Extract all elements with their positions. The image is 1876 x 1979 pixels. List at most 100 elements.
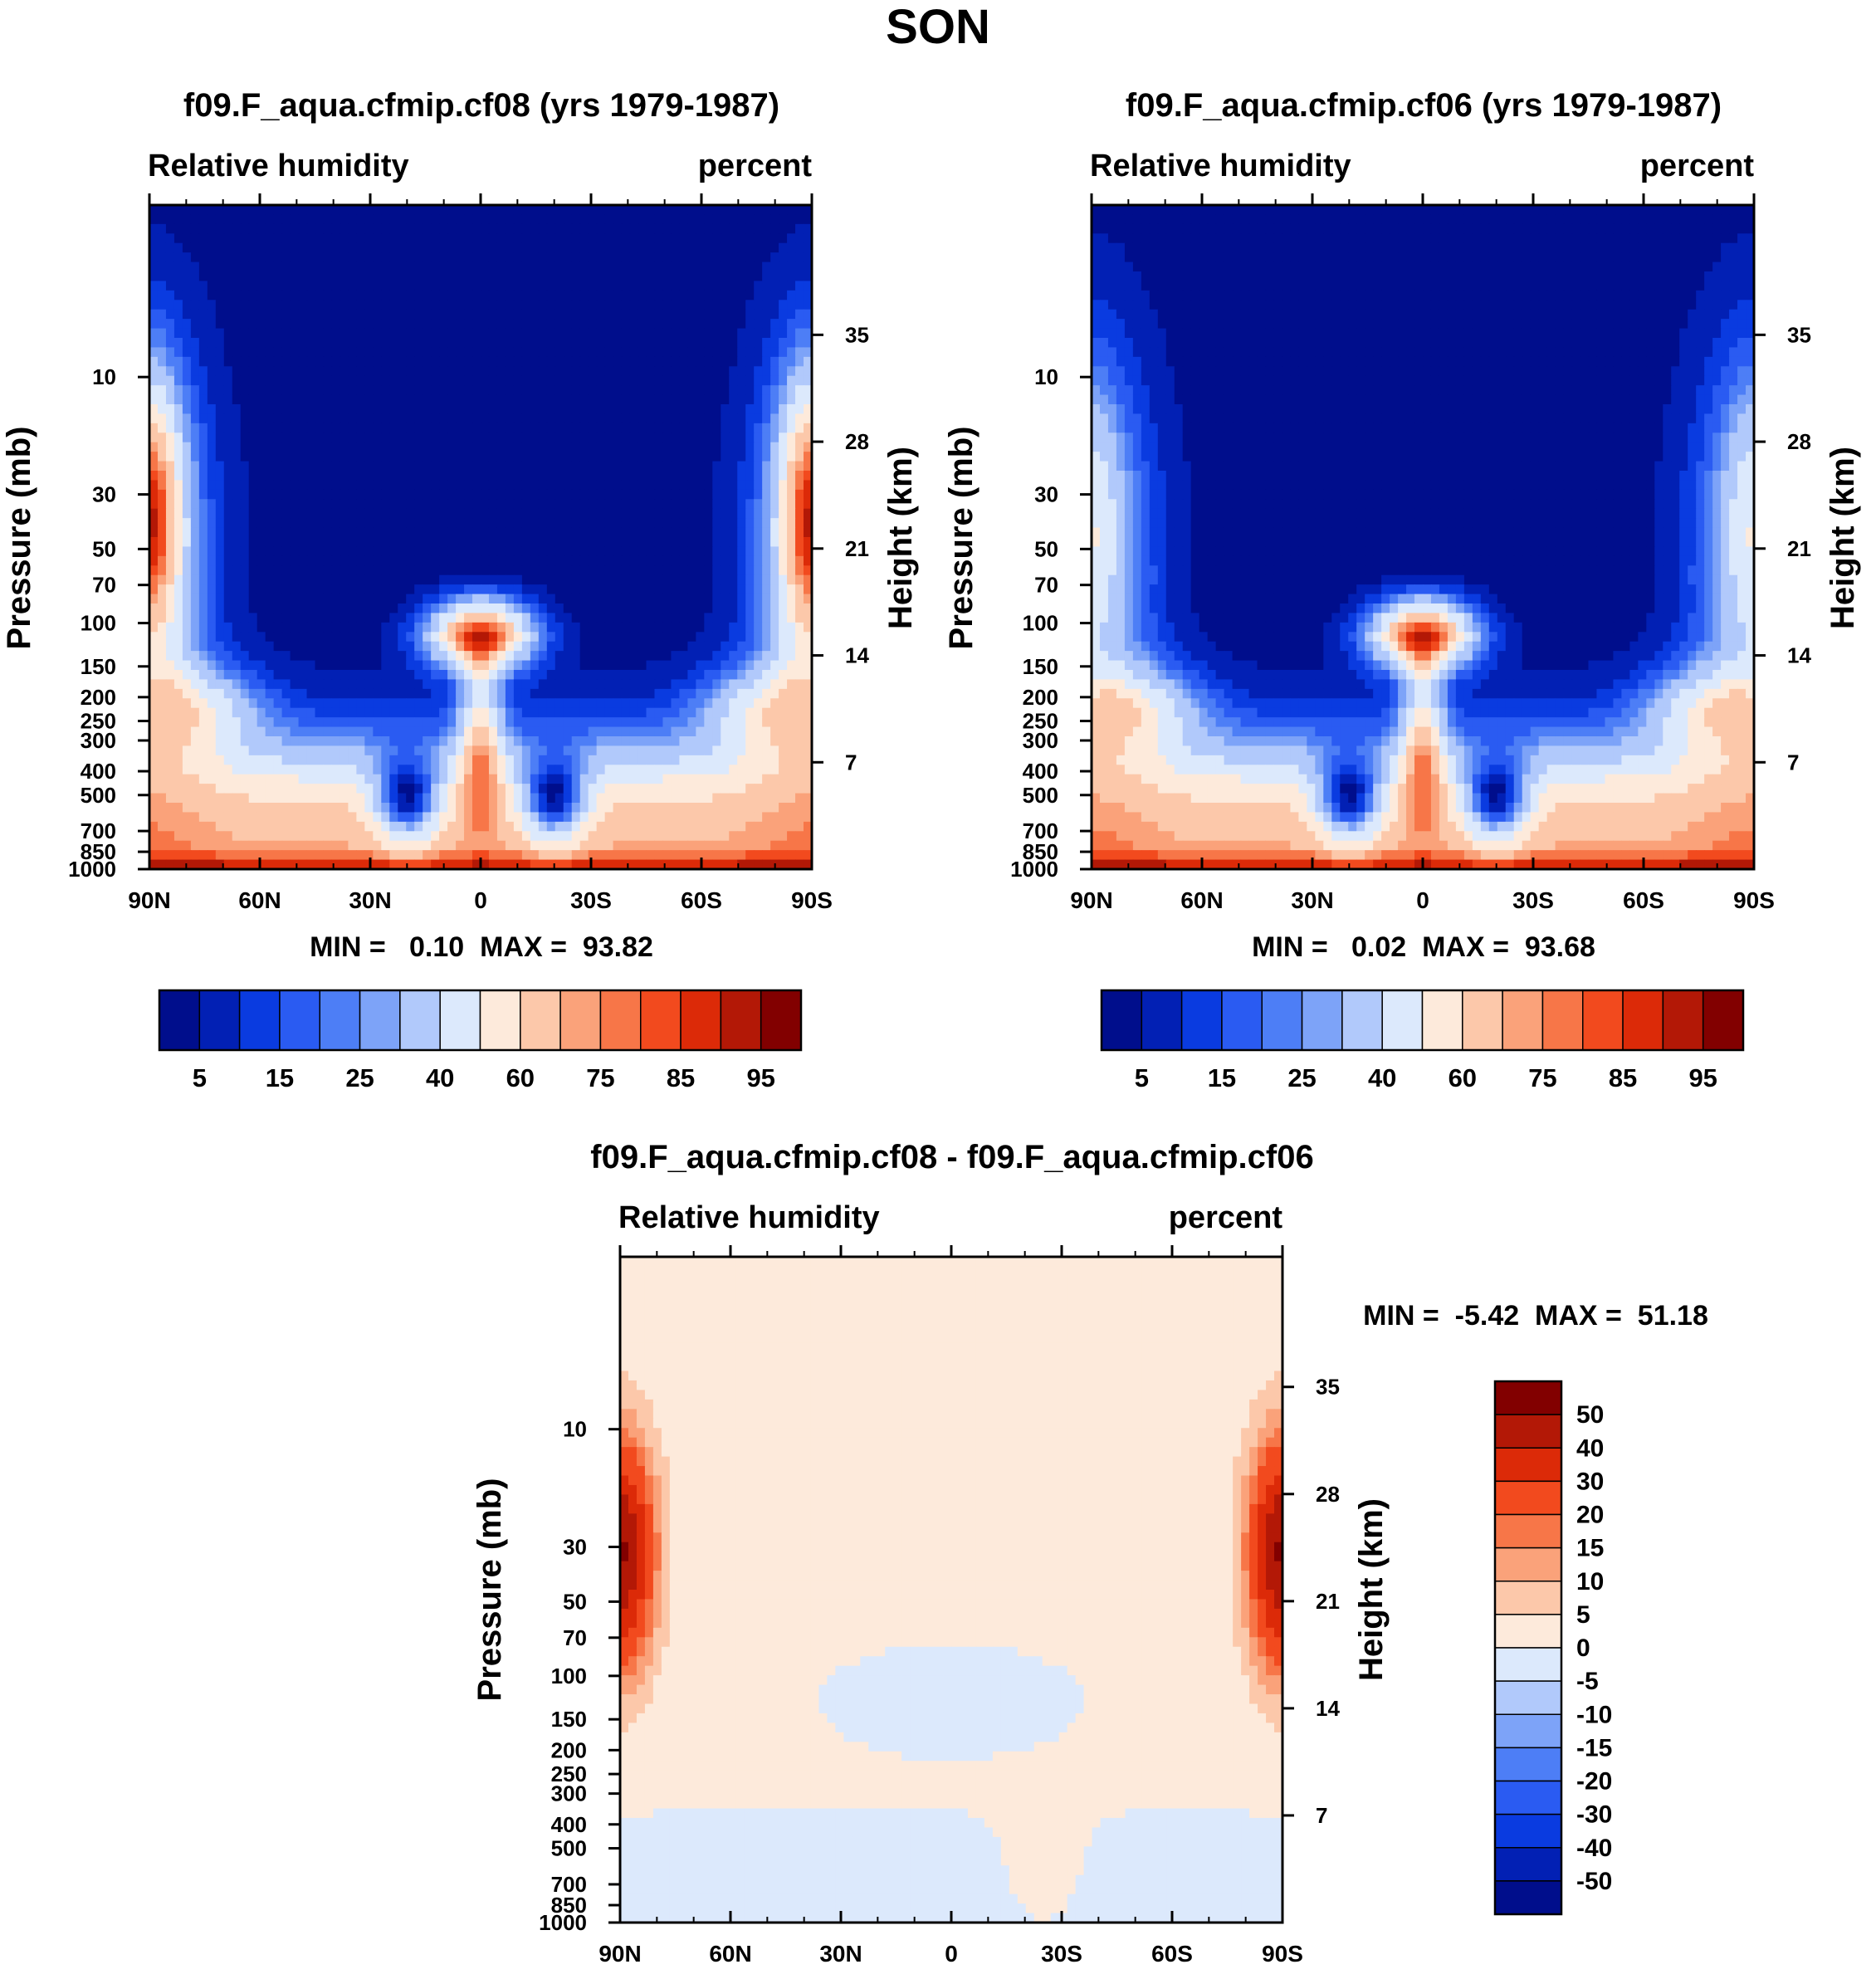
- heatmap-cell: [248, 565, 258, 576]
- heatmap-cell: [638, 385, 647, 396]
- heatmap-cell: [538, 205, 548, 216]
- heatmap-cell: [165, 765, 175, 775]
- heatmap-cell: [381, 471, 390, 481]
- heatmap-cell: [779, 641, 788, 652]
- heatmap-cell: [298, 613, 308, 623]
- heatmap-cell: [240, 546, 250, 557]
- heatmap-cell: [729, 774, 738, 784]
- heatmap-cell: [521, 404, 531, 415]
- heatmap-cell: [721, 271, 730, 282]
- heatmap-cell: [638, 281, 647, 291]
- heatmap-cell: [281, 688, 291, 699]
- heatmap-cell: [604, 413, 614, 424]
- heatmap-cell: [613, 242, 623, 253]
- heatmap-cell: [223, 309, 233, 320]
- heatmap-cell: [315, 214, 325, 225]
- heatmap-cell: [315, 793, 325, 804]
- heatmap-cell: [223, 233, 233, 244]
- heatmap-cell: [356, 546, 365, 557]
- heatmap-cell: [398, 594, 407, 604]
- heatmap-cell: [679, 385, 688, 396]
- heatmap-cell: [356, 471, 365, 481]
- heatmap-cell: [571, 432, 581, 443]
- heatmap-cell: [588, 319, 598, 330]
- heatmap-cell: [654, 546, 664, 557]
- heatmap-cell: [281, 527, 291, 538]
- heatmap-cell: [423, 271, 432, 282]
- heatmap-cell: [513, 375, 523, 386]
- heatmap-cell: [340, 641, 349, 652]
- heatmap-cell: [331, 328, 341, 339]
- heatmap-cell: [456, 688, 465, 699]
- heatmap-cell: [190, 309, 200, 320]
- heatmap-cell: [447, 594, 457, 604]
- heatmap-cell: [654, 404, 664, 415]
- heatmap-cell: [373, 214, 382, 225]
- heatmap-cell: [737, 717, 746, 728]
- heatmap-cell: [712, 413, 721, 424]
- heatmap-cell: [439, 281, 448, 291]
- heatmap-cell: [223, 347, 233, 358]
- heatmap-cell: [679, 555, 688, 566]
- heatmap-cell: [447, 745, 457, 756]
- heatmap-cell: [712, 261, 721, 272]
- heatmap-cell: [423, 261, 432, 272]
- heatmap-cell: [240, 205, 250, 216]
- heatmap-cell: [704, 261, 713, 272]
- heatmap-cell: [696, 670, 705, 681]
- heatmap-cell: [613, 632, 623, 643]
- heatmap-cell: [563, 651, 573, 662]
- heatmap-cell: [588, 565, 598, 576]
- heatmap-cell: [505, 755, 515, 765]
- heatmap-cell: [389, 309, 398, 320]
- heatmap-cell: [431, 261, 440, 272]
- heatmap-cell: [604, 432, 614, 443]
- heatmap-cell: [398, 281, 407, 291]
- heatmap-cell: [505, 452, 515, 462]
- heatmap-cell: [340, 755, 349, 765]
- heatmap-cell: [232, 555, 242, 566]
- heatmap-cell: [240, 242, 250, 253]
- heatmap-cell: [521, 319, 531, 330]
- heatmap-cell: [488, 546, 498, 557]
- heatmap-cell: [306, 205, 316, 216]
- heatmap-cell: [439, 765, 448, 775]
- heatmap-cell: [687, 214, 696, 225]
- heatmap-cell: [273, 584, 283, 595]
- heatmap-cell: [472, 622, 481, 633]
- heatmap-cell: [787, 214, 796, 225]
- heatmap-cell: [373, 736, 382, 747]
- heatmap-cell: [546, 698, 556, 709]
- heatmap-cell: [571, 214, 581, 225]
- heatmap-cell: [563, 442, 573, 452]
- heatmap-cell: [223, 660, 233, 671]
- heatmap-cell: [588, 394, 598, 405]
- heatmap-cell: [613, 319, 623, 330]
- heatmap-cell: [207, 774, 217, 784]
- heatmap-cell: [223, 641, 233, 652]
- heatmap-cell: [588, 660, 598, 671]
- heatmap-cell: [629, 613, 639, 623]
- heatmap-cell: [406, 281, 415, 291]
- heatmap-cell: [456, 499, 465, 510]
- heatmap-cell: [754, 338, 763, 349]
- heatmap-cell: [745, 765, 755, 775]
- heatmap-cell: [281, 546, 291, 557]
- heatmap-cell: [596, 300, 606, 310]
- heatmap-cell: [538, 489, 548, 500]
- heatmap-cell: [488, 651, 498, 662]
- heatmap-cell: [348, 726, 357, 737]
- heatmap-cell: [505, 423, 515, 433]
- heatmap-cell: [381, 745, 390, 756]
- heatmap-cell: [563, 565, 573, 576]
- heatmap-cell: [273, 774, 283, 784]
- heatmap-cell: [207, 765, 217, 775]
- heatmap-cell: [563, 394, 573, 405]
- heatmap-cell: [729, 717, 738, 728]
- heatmap-cell: [563, 338, 573, 349]
- heatmap-cell: [646, 784, 656, 794]
- heatmap-cell: [248, 242, 258, 253]
- heatmap-cell: [571, 223, 581, 234]
- heatmap-cell: [439, 394, 448, 405]
- heatmap-cell: [281, 603, 291, 614]
